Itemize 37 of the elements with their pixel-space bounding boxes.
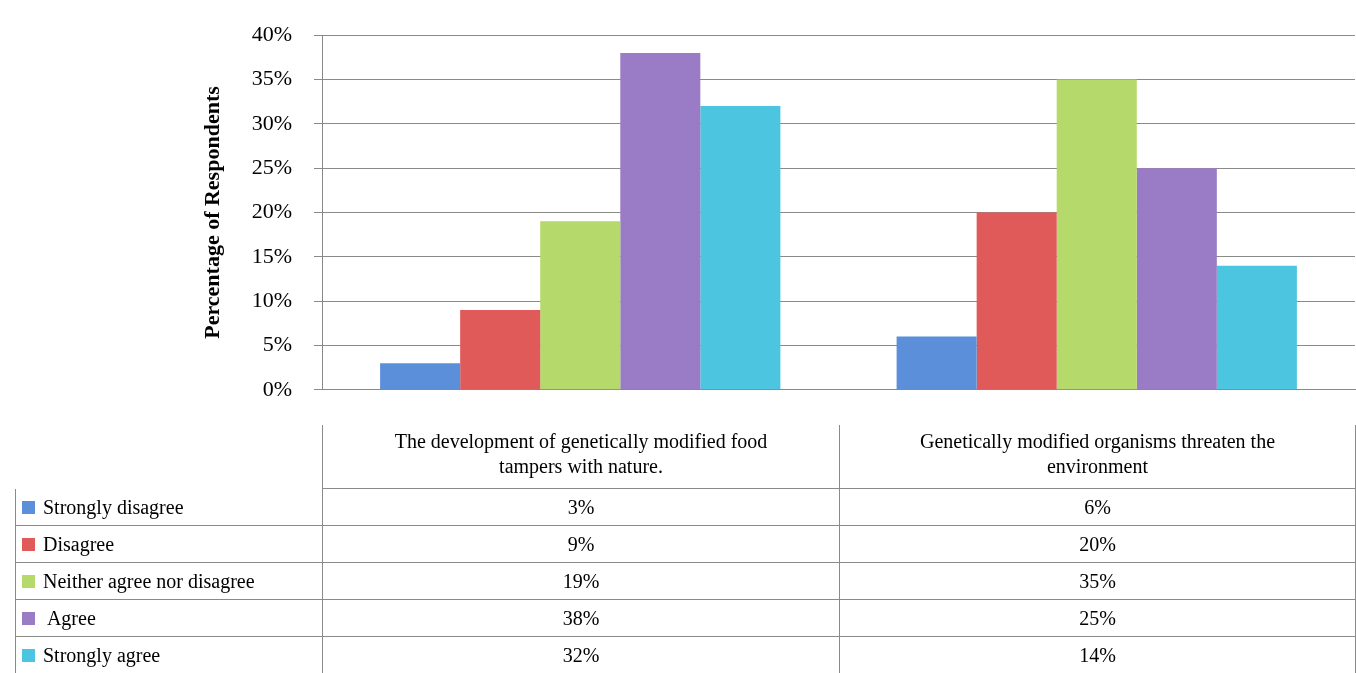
bar [976, 212, 1057, 390]
data-label: 38% [322, 600, 839, 637]
y-tick-label: 15% [251, 242, 292, 268]
legend-label: Agree [45, 606, 96, 630]
y-tick-label: 20% [251, 198, 292, 224]
x-tick-label: The development of genetically modified food tampers with nature. [322, 425, 839, 489]
bar [620, 52, 701, 390]
data-label: 20% [839, 526, 1356, 563]
y-axis-title: Percentage of Respondents [198, 85, 224, 339]
y-tick-label: 0% [262, 375, 292, 401]
data-label: 25% [839, 600, 1356, 637]
y-tick-label: 40% [251, 20, 292, 46]
y-tick-label: 25% [251, 153, 292, 179]
bar [460, 310, 541, 390]
data-label: 32% [322, 637, 839, 673]
data-label: 35% [839, 563, 1356, 600]
bar [896, 336, 977, 390]
bar [700, 106, 781, 390]
data-label: 9% [322, 526, 839, 563]
y-tick-label: 10% [251, 286, 292, 312]
bar [540, 221, 621, 390]
data-label: 6% [839, 489, 1356, 526]
bar [1136, 168, 1217, 390]
y-tick-label: 35% [251, 65, 292, 91]
bar [380, 363, 461, 390]
y-tick-label: 5% [262, 331, 292, 357]
legend-label: Disagree [43, 532, 115, 556]
x-tick-label: Genetically modified organisms threaten the environment [839, 425, 1356, 489]
legend-label: Strongly agree [43, 643, 161, 667]
data-label: 3% [322, 489, 839, 526]
bar [1216, 265, 1297, 390]
data-label: 19% [322, 563, 839, 600]
legend-label: Strongly disagree [43, 495, 184, 519]
data-label: 14% [839, 637, 1356, 673]
bar [1056, 79, 1137, 390]
legend-label: Neither agree nor disagree [43, 569, 255, 593]
y-tick-label: 30% [251, 109, 292, 135]
